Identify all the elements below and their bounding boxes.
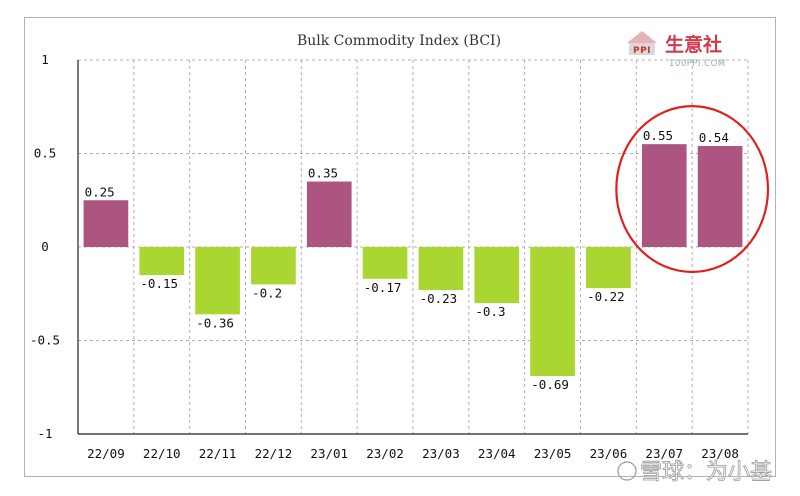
x-tick-label: 23/01	[310, 446, 348, 461]
value-label: -0.69	[531, 377, 569, 392]
x-tick-label: 23/02	[366, 446, 404, 461]
bar-22-09	[83, 200, 129, 247]
ppi-logo-icon: PPI	[627, 31, 657, 56]
bar-23-03	[418, 247, 464, 291]
value-label: -0.2	[252, 285, 282, 300]
x-tick-label: 23/05	[534, 446, 572, 461]
logo: PPI 生意社 100PPI.COM	[627, 31, 726, 69]
y-tick-label: 1	[41, 52, 49, 67]
value-label: -0.22	[587, 289, 625, 304]
bar-23-08	[697, 146, 743, 247]
axes	[77, 60, 748, 435]
value-label: -0.23	[420, 291, 458, 306]
bars	[83, 144, 743, 377]
chart-title: Bulk Commodity Index (BCI)	[297, 33, 501, 49]
bar-22-11	[195, 247, 240, 315]
value-label: 0.25	[85, 184, 115, 199]
value-label: -0.36	[196, 315, 234, 330]
y-tick-label: 0	[41, 239, 49, 254]
bar-23-06	[586, 247, 631, 289]
x-tick-label: 23/08	[701, 446, 739, 461]
y-tick-labels: 1 0.5 0 -0.5 -1	[30, 52, 60, 441]
x-tick-label: 22/09	[87, 446, 125, 461]
bar-22-10	[139, 247, 185, 276]
bar-23-02	[362, 247, 408, 279]
value-label: -0.17	[364, 280, 402, 295]
x-tick-label: 23/07	[645, 446, 683, 461]
value-label: 0.35	[308, 166, 338, 181]
value-labels: 0.25 -0.15 -0.36 -0.2 0.35 -0.17 -0.23 -0.3 -0.6…	[85, 128, 729, 392]
x-tick-label: 23/04	[478, 446, 516, 461]
logo-badge: PPI	[633, 46, 651, 56]
bar-23-04	[474, 247, 520, 304]
value-label: -0.3	[475, 304, 505, 319]
bar-23-05	[530, 247, 575, 377]
bar-22-12	[251, 247, 296, 285]
x-tick-label: 22/10	[143, 446, 181, 461]
x-tick-label: 23/06	[590, 446, 628, 461]
highlight-circle	[615, 105, 770, 274]
bar-23-01	[306, 181, 352, 247]
x-tick-labels: 22/09 22/10 22/11 22/12 23/01 23/02 23/03 23/04…	[87, 446, 739, 461]
value-label: 0.55	[643, 128, 673, 143]
y-tick-label: 0.5	[34, 146, 57, 161]
grid	[78, 59, 749, 435]
y-tick-label: -1	[37, 426, 52, 441]
bar-chart: Bulk Commodity Index (BCI) 0.25 -0.15 -0.3…	[30, 31, 770, 461]
bar-23-07	[641, 144, 687, 247]
chart-frame: Bulk Commodity Index (BCI) 0.25 -0.15 -0.3…	[24, 17, 776, 477]
logo-name: 生意社	[665, 33, 722, 56]
y-tick-label: -0.5	[30, 333, 60, 348]
x-tick-label: 22/11	[199, 446, 237, 461]
value-label: 0.54	[699, 130, 729, 145]
x-tick-label: 23/03	[422, 446, 460, 461]
logo-url: 100PPI.COM	[669, 59, 726, 69]
x-tick-label: 22/12	[255, 446, 293, 461]
value-label: -0.15	[140, 276, 178, 291]
